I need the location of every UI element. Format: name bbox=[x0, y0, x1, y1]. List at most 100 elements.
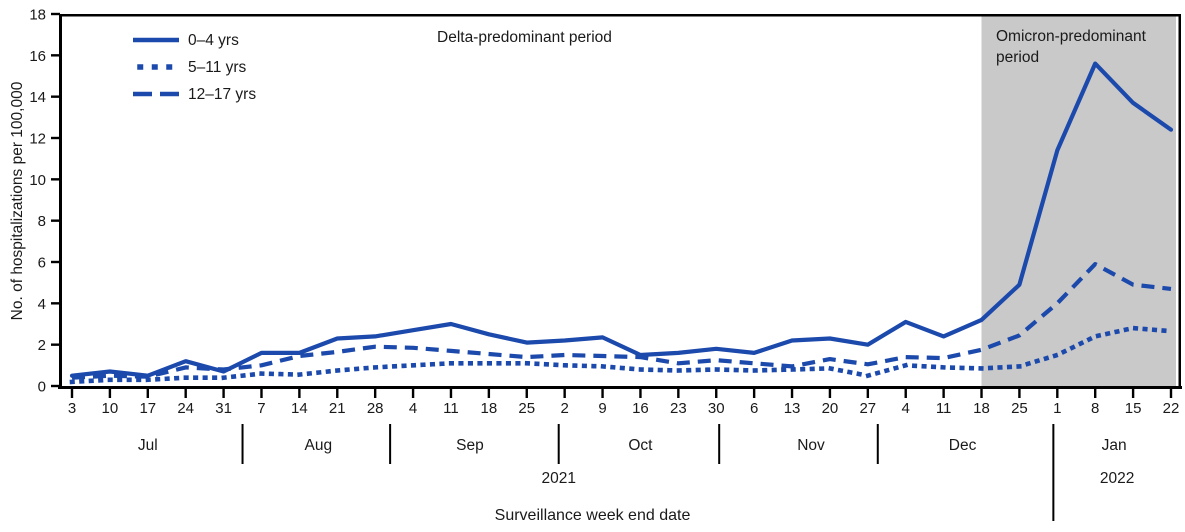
y-axis-tick bbox=[51, 178, 60, 181]
x-axis-tick bbox=[1169, 389, 1173, 398]
x-week-label: 27 bbox=[859, 400, 876, 417]
x-week-label: 24 bbox=[177, 400, 194, 417]
y-tick-label: 8 bbox=[38, 213, 46, 230]
x-axis-tick bbox=[828, 389, 832, 398]
x-axis-title: Surveillance week end date bbox=[494, 507, 691, 524]
series-line-dashed bbox=[71, 262, 1172, 380]
x-axis-tick bbox=[601, 389, 604, 398]
month-label: Nov bbox=[797, 437, 825, 454]
legend-label-5-11-yrs: 5–11 yrs bbox=[188, 58, 247, 76]
year-label-2021: 2021 bbox=[541, 470, 575, 487]
x-axis-tick bbox=[980, 389, 983, 398]
plot-top-border bbox=[59, 14, 1181, 17]
x-week-label: 11 bbox=[936, 400, 952, 417]
x-axis-tick bbox=[487, 389, 491, 398]
x-week-label: 1 bbox=[1053, 400, 1061, 417]
x-axis-tick bbox=[298, 389, 301, 398]
x-week-label: 2 bbox=[560, 400, 568, 417]
y-tick-label: 10 bbox=[29, 172, 46, 189]
x-week-label: 3 bbox=[68, 400, 76, 417]
x-week-label: 14 bbox=[291, 400, 308, 417]
month-label: Aug bbox=[305, 437, 333, 454]
y-tick-label: 18 bbox=[29, 7, 46, 24]
x-week-label: 25 bbox=[1011, 400, 1028, 417]
y-axis-tick bbox=[51, 384, 60, 388]
x-week-label: 28 bbox=[367, 400, 384, 417]
x-axis-tick bbox=[222, 389, 225, 398]
y-axis-tick bbox=[51, 343, 60, 346]
x-week-label: 21 bbox=[329, 400, 346, 417]
legend-label-12-17-yrs: 12–17 yrs bbox=[188, 85, 257, 103]
legend-label-0-4-yrs: 0–4 yrs bbox=[188, 31, 239, 49]
x-axis-tick bbox=[904, 389, 907, 398]
x-axis-tick bbox=[752, 389, 756, 398]
x-axis-tick bbox=[866, 389, 870, 398]
y-tick-label: 6 bbox=[38, 255, 46, 272]
y-tick-label: 16 bbox=[29, 48, 46, 65]
x-week-label: 13 bbox=[784, 400, 801, 417]
legend-item-0-4-yrs: 0–4 yrs bbox=[133, 29, 239, 51]
x-axis-tick bbox=[70, 389, 74, 398]
y-axis-tick bbox=[51, 302, 60, 305]
series-line-solid bbox=[69, 61, 1174, 378]
y-axis-line bbox=[59, 14, 62, 389]
y-tick-label: 0 bbox=[38, 379, 46, 396]
month-divider-line bbox=[389, 424, 392, 464]
dashed-line-sample-icon bbox=[133, 91, 179, 97]
x-axis-tick bbox=[146, 389, 149, 398]
solid-line-sample-icon bbox=[133, 37, 179, 43]
month-label: Jul bbox=[138, 437, 158, 454]
series-line-dotted bbox=[69, 325, 1174, 385]
x-week-label: 11 bbox=[443, 400, 459, 417]
x-week-label: 18 bbox=[481, 400, 498, 417]
x-axis-tick bbox=[336, 389, 339, 398]
omicron-shaded-region bbox=[981, 16, 1176, 389]
x-week-label: 23 bbox=[670, 400, 687, 417]
y-axis-tick bbox=[51, 260, 60, 264]
x-week-label: 22 bbox=[1163, 400, 1180, 417]
legend-item-5-11-yrs: 5–11 yrs bbox=[133, 56, 246, 78]
x-axis-tick bbox=[525, 389, 528, 398]
omicron-period-annotation: Omicron-predominant period bbox=[996, 28, 1146, 66]
y-axis-tick bbox=[51, 54, 60, 57]
x-axis-tick bbox=[411, 389, 415, 398]
plot-right-border bbox=[1178, 14, 1181, 389]
x-week-label: 30 bbox=[708, 400, 725, 417]
x-week-label: 31 bbox=[215, 400, 232, 417]
x-week-label: 9 bbox=[598, 400, 606, 417]
x-week-label: 17 bbox=[139, 400, 156, 417]
y-axis-tick bbox=[51, 95, 60, 98]
y-axis-tick bbox=[51, 219, 60, 222]
x-axis-tick bbox=[677, 389, 680, 398]
month-divider-line bbox=[1052, 424, 1055, 521]
month-divider-line bbox=[557, 424, 560, 464]
legend-item-12-17-yrs: 12–17 yrs bbox=[133, 83, 256, 105]
month-label: Sep bbox=[456, 437, 484, 454]
month-divider-line bbox=[876, 424, 879, 464]
x-week-label: 25 bbox=[518, 400, 535, 417]
delta-period-annotation: Delta-predominant period bbox=[437, 29, 612, 46]
x-week-label: 15 bbox=[1125, 400, 1142, 417]
x-axis-tick bbox=[790, 389, 794, 398]
x-axis-tick bbox=[639, 389, 642, 398]
y-tick-label: 12 bbox=[29, 131, 46, 148]
x-week-label: 10 bbox=[102, 400, 119, 417]
y-axis-title: No. of hospitalizations per 100,000 bbox=[9, 81, 26, 321]
x-axis-tick bbox=[1094, 389, 1097, 398]
x-axis-tick bbox=[373, 389, 377, 398]
y-axis-tick bbox=[51, 12, 60, 16]
x-axis-tick bbox=[563, 389, 566, 398]
month-label: Dec bbox=[949, 437, 977, 454]
x-axis-line bbox=[58, 386, 1182, 389]
y-axis-tick bbox=[51, 136, 60, 140]
x-axis-tick bbox=[942, 389, 945, 398]
year-label-2022: 2022 bbox=[1100, 470, 1134, 487]
dotted-line-sample-icon bbox=[137, 64, 177, 70]
x-axis-tick bbox=[1018, 389, 1021, 398]
month-divider-line bbox=[718, 424, 721, 464]
x-axis-tick bbox=[449, 389, 453, 398]
x-week-label: 4 bbox=[902, 400, 910, 417]
x-week-label: 8 bbox=[1091, 400, 1099, 417]
